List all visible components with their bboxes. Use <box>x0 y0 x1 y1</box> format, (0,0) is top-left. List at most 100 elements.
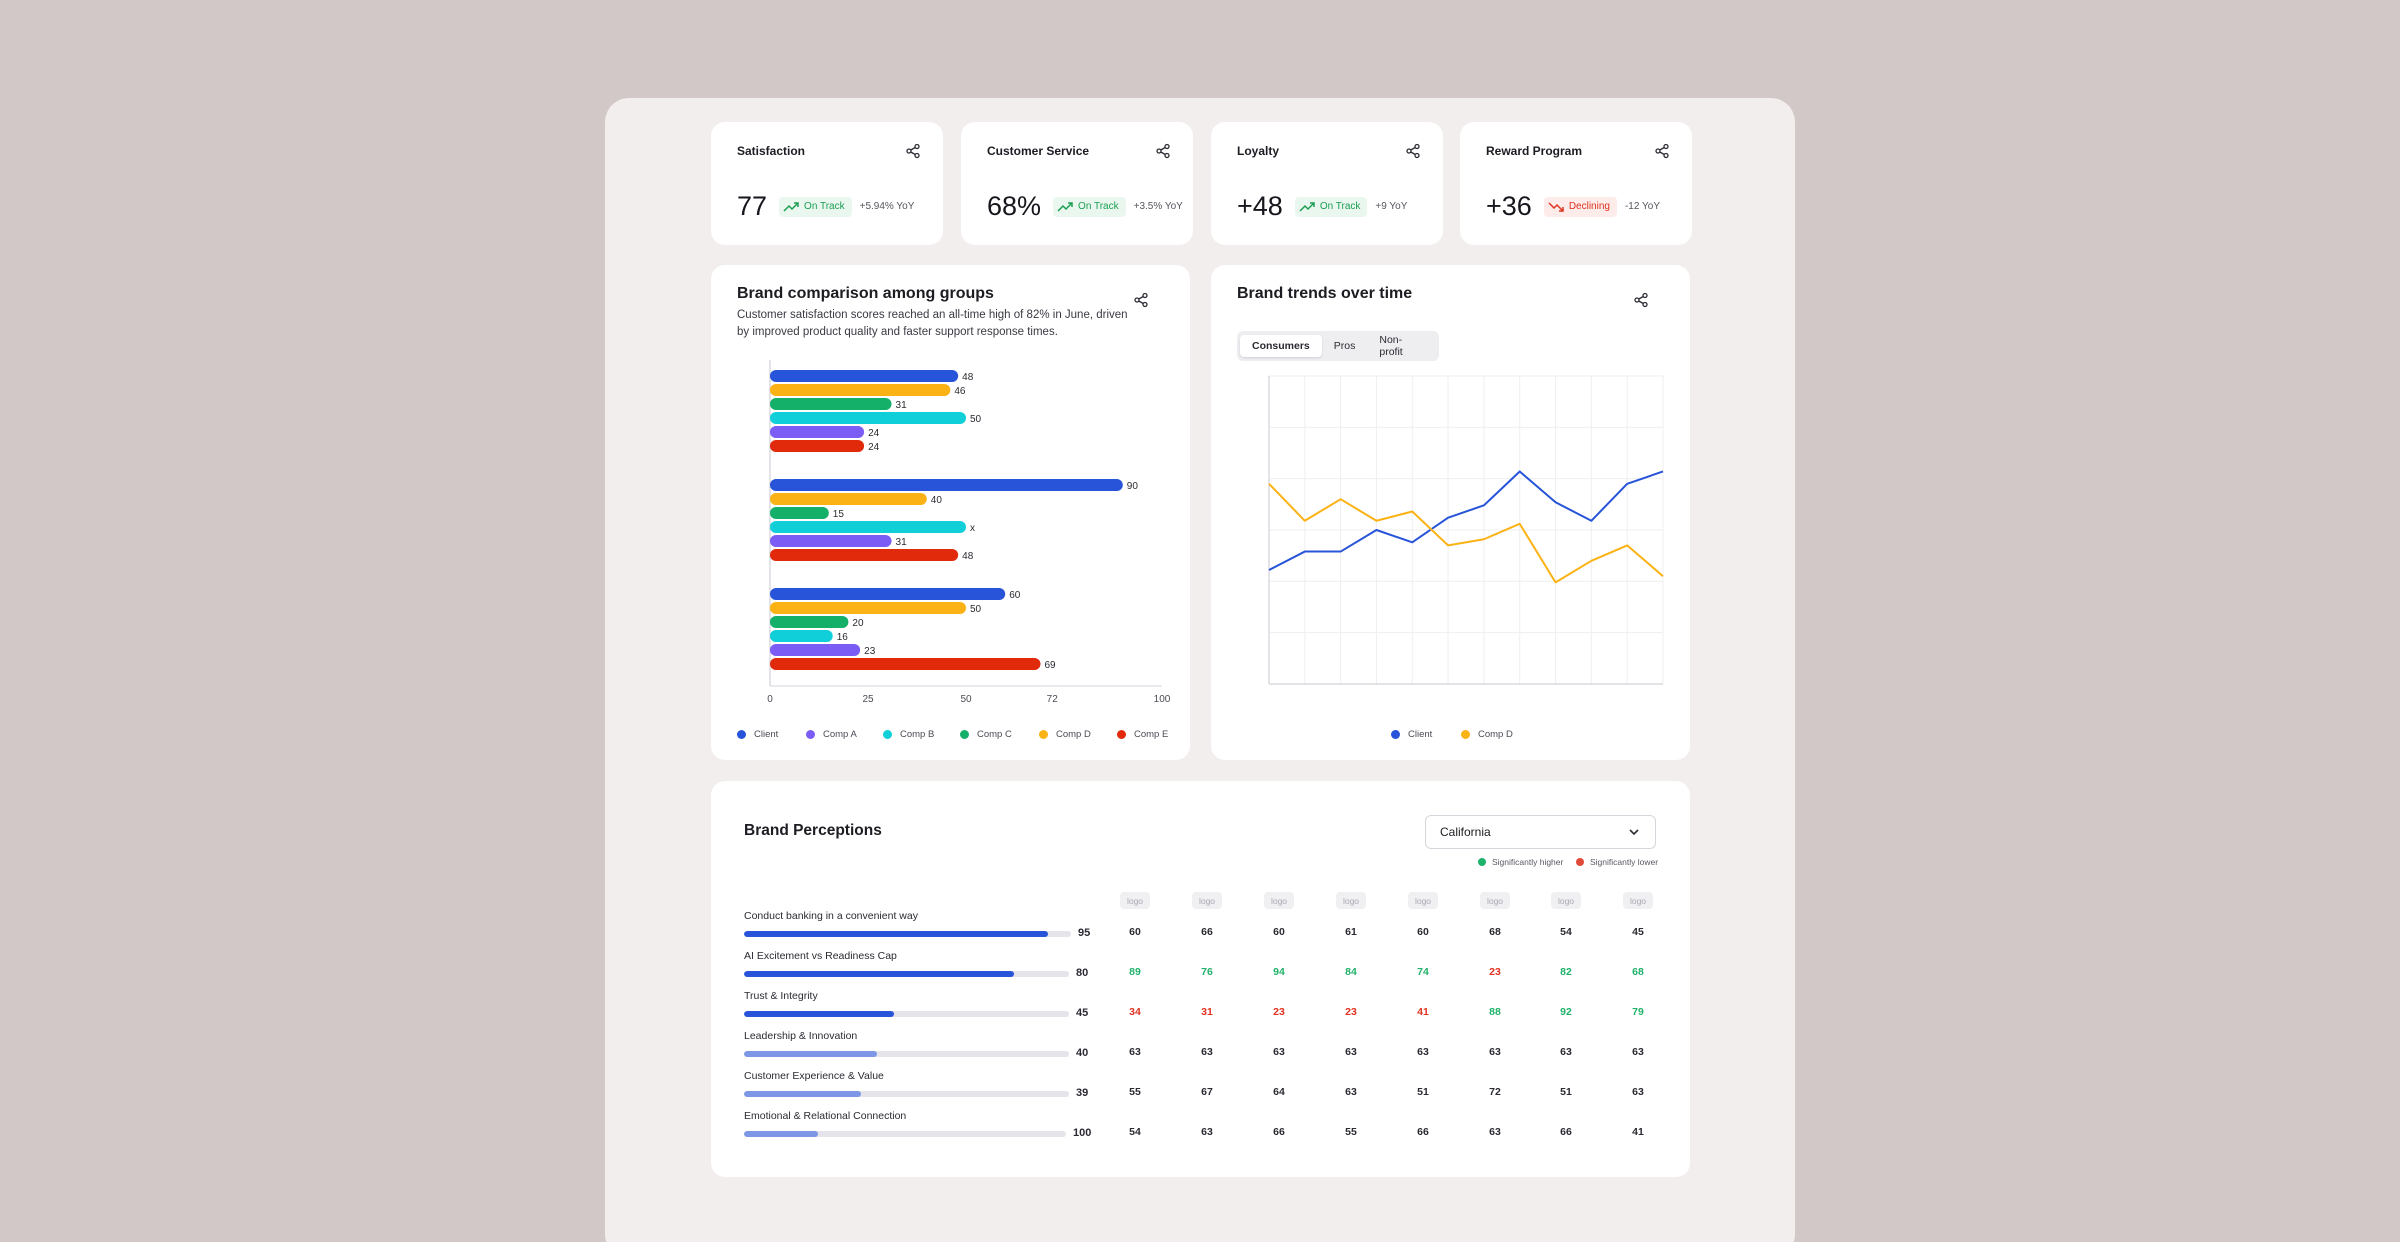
region-select[interactable]: California <box>1425 815 1656 849</box>
share-icon[interactable] <box>1627 286 1655 314</box>
tab-pros[interactable]: Pros <box>1333 340 1356 352</box>
share-icon[interactable] <box>1127 286 1155 314</box>
table-cell: 76 <box>1201 966 1213 978</box>
table-cell: 41 <box>1632 1126 1644 1138</box>
kpi-yoy: +3.5% YoY <box>1133 201 1183 212</box>
legend-label: Significantly lower <box>1590 857 1659 867</box>
status-label: Declining <box>1568 201 1610 212</box>
table-cell: 94 <box>1273 966 1285 978</box>
legend-label: Comp D <box>1478 729 1513 740</box>
status-label: On Track <box>1319 201 1361 212</box>
trend-up-icon <box>1299 201 1320 213</box>
bar <box>770 398 892 410</box>
bar-value-label: 60 <box>1009 590 1021 601</box>
bar <box>770 479 1123 491</box>
legend-dot <box>737 730 746 739</box>
table-cell: 74 <box>1417 966 1429 978</box>
score-bar-fill <box>744 931 1049 937</box>
table-cell: 63 <box>1345 1086 1357 1098</box>
score-bar <box>744 1011 1069 1017</box>
bar-value-label: 31 <box>896 400 908 411</box>
share-icon[interactable] <box>1399 137 1427 165</box>
brand-logo: logo <box>1551 892 1581 909</box>
legend-item: Client <box>737 729 778 740</box>
bar-value-label: 40 <box>931 495 943 506</box>
table-cell: 68 <box>1632 966 1644 978</box>
legend-item: Comp C <box>960 729 1012 740</box>
table-cell: 54 <box>1560 926 1572 938</box>
table-cell: 23 <box>1273 1006 1285 1018</box>
table-cell: 41 <box>1417 1006 1429 1018</box>
bar-value-label: 23 <box>864 646 876 657</box>
attribute-score: 45 <box>1076 1007 1089 1019</box>
legend-dot <box>1039 730 1048 739</box>
bar <box>770 602 966 614</box>
attribute-score: 95 <box>1078 927 1091 939</box>
score-bar <box>744 971 1069 977</box>
status-badge: On Track <box>1053 196 1126 217</box>
status-label: On Track <box>1078 201 1119 212</box>
score-bar <box>744 1131 1066 1137</box>
trend-up-icon <box>783 201 804 213</box>
share-icon[interactable] <box>1648 137 1676 165</box>
legend-label: Client <box>1408 729 1433 740</box>
legend-label: Comp B <box>900 729 935 740</box>
table-cell: 31 <box>1201 1006 1213 1018</box>
table-cell: 84 <box>1345 966 1357 978</box>
kpi-yoy: +9 YoY <box>1375 201 1408 212</box>
trend-down-icon <box>1548 201 1569 213</box>
brand-logo: logo <box>1623 892 1653 909</box>
brand-trends-chart <box>1268 375 1664 685</box>
brand-logo: logo <box>1192 892 1222 909</box>
legend-item: Comp D <box>1039 729 1091 740</box>
bar <box>770 658 1041 670</box>
legend-item: Comp D <box>1461 729 1513 740</box>
bar-value-label: 50 <box>970 414 982 425</box>
attribute-score: 40 <box>1076 1047 1089 1059</box>
kpi-row: +36 Declining -12 YoY <box>1486 191 1660 222</box>
kpi-value: 68% <box>987 191 1042 221</box>
legend-dot <box>960 730 969 739</box>
score-bar <box>744 1051 1069 1057</box>
score-bar <box>744 931 1071 937</box>
legend-label: Comp A <box>823 729 857 740</box>
bar <box>770 440 865 452</box>
share-icon[interactable] <box>1149 137 1177 165</box>
table-cell: 66 <box>1201 926 1213 938</box>
legend-item: Comp A <box>806 729 857 740</box>
tab-consumers[interactable]: Consumers <box>1240 335 1322 357</box>
score-bar-fill <box>744 1011 894 1017</box>
table-cell: 63 <box>1201 1126 1213 1138</box>
bar <box>770 426 865 438</box>
chevron-down-icon <box>1629 829 1639 836</box>
table-cell: 79 <box>1632 1006 1644 1018</box>
region-select-value: California <box>1440 825 1491 839</box>
table-cell: 68 <box>1489 926 1501 938</box>
bar-value-label: 90 <box>1127 481 1139 492</box>
table-cell: 63 <box>1489 1126 1501 1138</box>
legend-significantly-lower: Significantly lower <box>1576 857 1658 867</box>
attribute-label: Emotional & Relational Connection <box>744 1110 907 1122</box>
bar-value-label: 46 <box>954 386 966 397</box>
tab-non-profit[interactable]: Non-profit <box>1379 334 1403 358</box>
bar <box>770 521 966 533</box>
kpi-yoy: -12 YoY <box>1624 201 1660 212</box>
table-cell: 88 <box>1489 1006 1501 1018</box>
table-cell: 67 <box>1201 1086 1213 1098</box>
table-cell: 63 <box>1345 1046 1357 1058</box>
bar-value-label: 24 <box>868 428 880 439</box>
status-badge: On Track <box>1294 196 1368 217</box>
table-cell: 63 <box>1129 1046 1141 1058</box>
table-cell: 63 <box>1560 1046 1572 1058</box>
table-cell: 92 <box>1560 1006 1572 1018</box>
table-cell: 54 <box>1129 1126 1141 1138</box>
bar-value-label: 20 <box>852 618 864 629</box>
brand-logo: logo <box>1336 892 1366 909</box>
status-badge: On Track <box>779 196 852 217</box>
table-cell: 63 <box>1632 1086 1644 1098</box>
legend-item: Client <box>1391 729 1432 740</box>
series-line-client <box>1268 470 1664 571</box>
bar <box>770 630 833 642</box>
bar <box>770 412 966 424</box>
share-icon[interactable] <box>899 137 927 165</box>
